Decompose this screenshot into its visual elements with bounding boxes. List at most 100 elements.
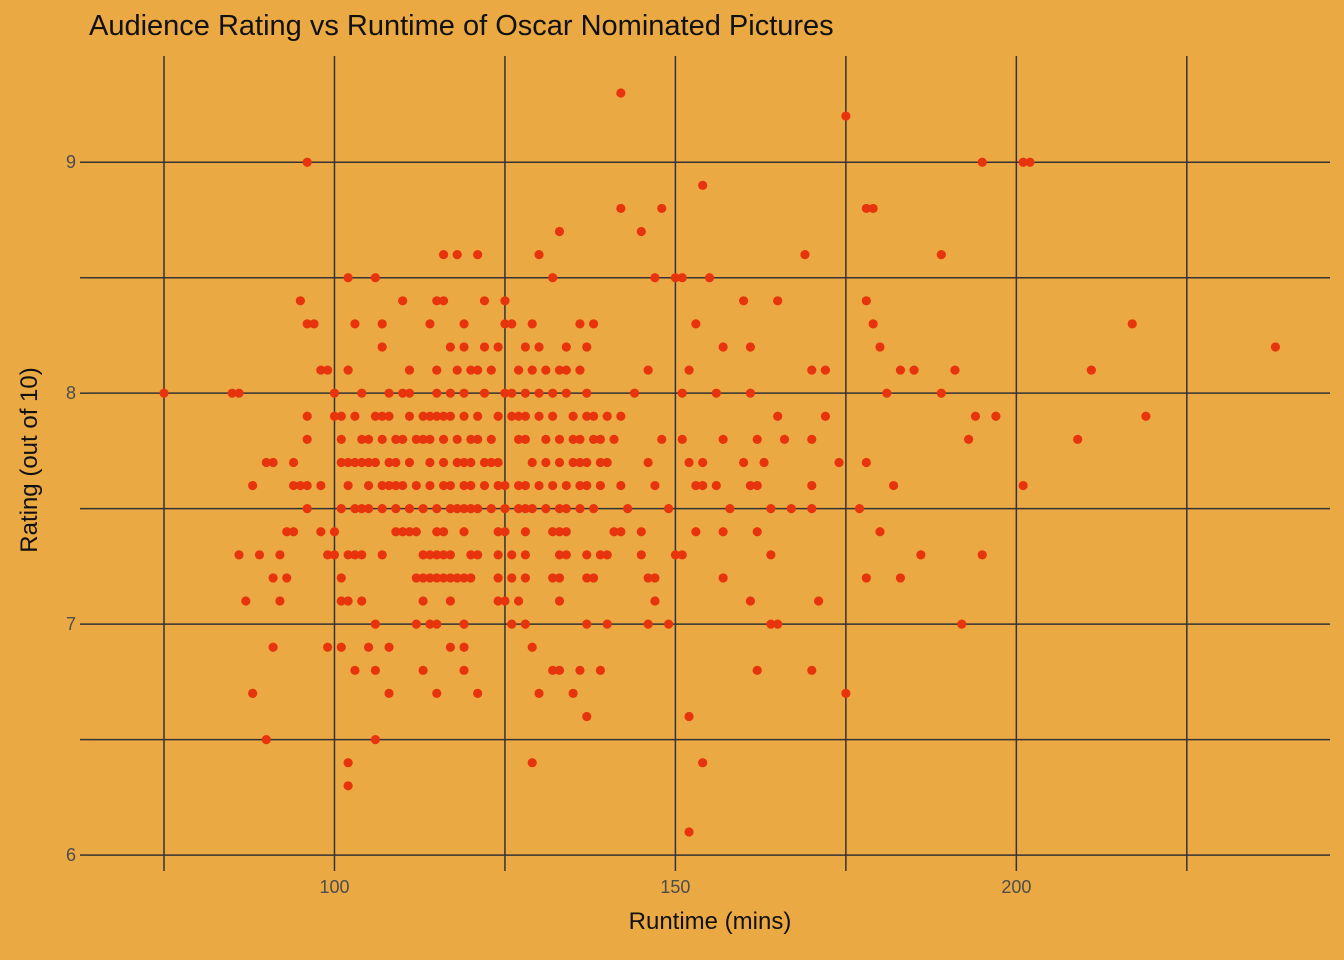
data-point xyxy=(575,434,585,444)
data-point xyxy=(513,504,524,514)
data-point xyxy=(1270,342,1281,352)
data-point xyxy=(745,480,756,491)
data-point xyxy=(493,457,503,468)
data-point xyxy=(473,688,483,699)
data-point xyxy=(343,480,353,491)
data-point xyxy=(548,527,558,537)
data-point xyxy=(1025,157,1035,167)
data-point xyxy=(616,480,626,491)
data-point xyxy=(595,457,606,468)
data-point xyxy=(329,388,340,398)
data-point xyxy=(684,365,694,375)
data-point xyxy=(466,457,476,468)
data-point xyxy=(520,527,530,537)
data-point xyxy=(282,527,292,537)
data-point xyxy=(684,827,694,837)
data-point xyxy=(561,365,571,375)
data-point xyxy=(698,758,708,768)
data-point xyxy=(343,365,353,375)
data-point xyxy=(500,596,510,606)
data-point xyxy=(759,457,769,468)
data-point xyxy=(159,388,169,398)
data-point xyxy=(677,434,687,444)
data-point xyxy=(350,550,360,560)
data-point xyxy=(411,573,421,583)
data-point xyxy=(698,457,708,468)
data-point xyxy=(568,688,578,699)
data-point xyxy=(895,365,906,375)
data-point xyxy=(275,596,285,606)
data-point xyxy=(234,388,244,398)
data-point xyxy=(350,665,360,675)
data-point xyxy=(868,319,878,329)
data-point xyxy=(595,480,606,491)
data-point xyxy=(548,665,558,675)
x-tick-label: 100 xyxy=(319,877,349,897)
data-point xyxy=(432,365,442,375)
data-point xyxy=(554,504,565,514)
data-point xyxy=(541,365,551,375)
data-point xyxy=(548,273,558,283)
data-point xyxy=(493,411,503,421)
data-point xyxy=(548,388,558,398)
data-point xyxy=(432,388,442,398)
data-point xyxy=(473,550,483,560)
y-tick-labels: 6 7 8 9 xyxy=(66,152,76,865)
data-point xyxy=(432,527,442,537)
data-point xyxy=(561,480,571,491)
data-point xyxy=(534,342,544,352)
data-point xyxy=(316,480,326,491)
data-point xyxy=(398,434,408,444)
data-point xyxy=(363,434,374,444)
data-point xyxy=(541,457,551,468)
data-point xyxy=(650,480,660,491)
data-point xyxy=(595,665,606,675)
data-point xyxy=(425,411,435,421)
data-point xyxy=(677,388,687,398)
data-point xyxy=(398,480,408,491)
data-point xyxy=(459,457,469,468)
data-point xyxy=(493,480,503,491)
data-point xyxy=(616,203,626,214)
data-point xyxy=(575,457,585,468)
data-point xyxy=(548,573,558,583)
data-point xyxy=(527,504,537,514)
data-point xyxy=(254,550,265,560)
data-point xyxy=(377,434,387,444)
data-point xyxy=(418,434,428,444)
data-point xyxy=(650,273,660,283)
data-point xyxy=(452,457,462,468)
data-point xyxy=(425,457,435,468)
data-point xyxy=(629,388,640,398)
data-point xyxy=(404,365,415,375)
data-point xyxy=(957,619,967,629)
tick-marks xyxy=(80,161,1188,871)
data-point xyxy=(261,457,271,468)
data-point xyxy=(513,434,524,444)
data-point xyxy=(357,457,367,468)
data-point xyxy=(643,573,653,583)
data-point xyxy=(336,596,346,606)
data-point xyxy=(445,573,455,583)
data-point xyxy=(582,411,592,421)
data-point xyxy=(384,688,394,699)
data-point xyxy=(357,388,367,398)
data-point xyxy=(493,573,503,583)
grid-lines xyxy=(89,56,1330,862)
data-point xyxy=(323,550,333,560)
data-point xyxy=(445,550,455,560)
data-point xyxy=(288,480,299,491)
data-point xyxy=(357,504,367,514)
data-point xyxy=(452,365,462,375)
data-point xyxy=(370,457,380,468)
data-point xyxy=(507,388,517,398)
data-point xyxy=(588,434,599,444)
data-point xyxy=(302,157,312,167)
data-point xyxy=(438,573,449,583)
y-tick-label: 7 xyxy=(66,614,76,634)
data-point xyxy=(363,504,374,514)
data-point xyxy=(486,365,496,375)
data-point xyxy=(807,434,817,444)
data-point xyxy=(479,342,490,352)
data-point xyxy=(670,550,681,560)
